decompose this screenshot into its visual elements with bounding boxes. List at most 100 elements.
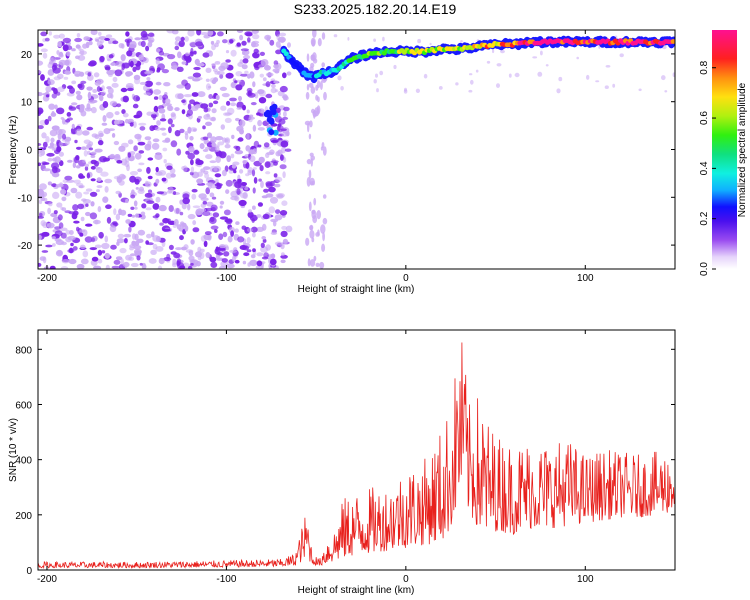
- noise-speckle-dot: [241, 40, 247, 46]
- noise-speckle-dot: [39, 212, 43, 217]
- noise-speckle-dot: [57, 73, 64, 80]
- noise-speckle-dot: [146, 233, 152, 239]
- noise-speckle-dot: [205, 187, 210, 195]
- noise-speckle-dot: [58, 129, 66, 135]
- noise-speckle-dot: [121, 142, 129, 148]
- noise-speckle-dot: [47, 115, 52, 122]
- noise-speckle-dot: [187, 213, 196, 220]
- noise-speckle-dot: [241, 64, 248, 70]
- noise-speckle-dot: [139, 126, 146, 131]
- noise-speckle-dot: [60, 117, 64, 120]
- noise-speckle-dot: [252, 34, 260, 40]
- noise-speckle-dot: [45, 244, 53, 248]
- noise-speckle-dot: [247, 228, 253, 233]
- noise-speckle-dot: [110, 62, 116, 66]
- noise-speckle-dot: [38, 125, 44, 130]
- noise-speckle-dot: [312, 30, 317, 38]
- noise-speckle-dot: [195, 158, 201, 164]
- noise-speckle-dot: [273, 173, 278, 178]
- noise-speckle-dot: [115, 213, 121, 221]
- noise-speckle-dot: [273, 60, 279, 66]
- noise-speckle-dot: [184, 225, 189, 232]
- y-tick-label: 800: [15, 345, 32, 356]
- noise-speckle-dot: [254, 92, 259, 99]
- noise-speckle-dot: [309, 152, 314, 157]
- noise-speckle-dot: [245, 145, 251, 152]
- noise-speckle-dot: [165, 172, 173, 179]
- noise-speckle-dot: [42, 141, 48, 148]
- noise-speckle-dot: [134, 37, 141, 41]
- noise-speckle-dot: [52, 191, 60, 199]
- noise-speckle-dot: [38, 60, 44, 66]
- noise-speckle-dot: [123, 233, 132, 238]
- noise-speckle-dot: [279, 85, 288, 93]
- noise-speckle-dot: [134, 206, 138, 210]
- noise-speckle-dot: [190, 166, 195, 173]
- noise-speckle-dot: [252, 124, 257, 132]
- noise-speckle-dot: [272, 68, 280, 73]
- noise-speckle-dot: [214, 61, 221, 65]
- noise-speckle-dot: [130, 206, 135, 210]
- noise-speckle-dot: [175, 247, 183, 251]
- noise-speckle-dot: [122, 95, 129, 103]
- noise-speckle-dot: [76, 263, 85, 269]
- ridge-core: [298, 66, 304, 72]
- noise-speckle-dot: [264, 34, 272, 41]
- noise-speckle-dot: [313, 197, 317, 206]
- noise-speckle-dot: [168, 205, 174, 212]
- noise-speckle-dot: [208, 50, 213, 57]
- noise-speckle-dot: [120, 209, 127, 216]
- noise-speckle-dot: [282, 238, 288, 244]
- noise-speckle-dot: [87, 99, 96, 104]
- noise-speckle-dot: [39, 256, 46, 261]
- noise-speckle-dot: [96, 185, 103, 189]
- noise-speckle-dot: [252, 187, 256, 194]
- noise-speckle-dot: [173, 207, 181, 215]
- y-tick-label: 10: [21, 98, 33, 109]
- noise-speckle-dot: [275, 49, 282, 55]
- noise-speckle-dot: [252, 167, 257, 170]
- noise-speckle-dot: [540, 50, 543, 56]
- noise-speckle-dot: [99, 55, 105, 63]
- noise-speckle-dot: [226, 155, 231, 163]
- noise-speckle-dot: [38, 215, 44, 219]
- noise-speckle-dot: [192, 227, 200, 233]
- noise-speckle-dot: [455, 82, 459, 86]
- noise-speckle-dot: [155, 81, 162, 86]
- noise-speckle-dot: [322, 217, 328, 225]
- x-tick-label: 0: [403, 574, 409, 585]
- noise-speckle-dot: [282, 116, 289, 120]
- noise-speckle-dot: [125, 219, 131, 224]
- noise-speckle-dot: [176, 66, 184, 73]
- noise-speckle-dot: [147, 157, 154, 161]
- noise-speckle-dot: [83, 36, 90, 41]
- blob-mark: [272, 129, 279, 136]
- noise-speckle-dot: [314, 107, 320, 117]
- noise-speckle-dot: [393, 64, 397, 70]
- noise-speckle-dot: [134, 250, 142, 258]
- noise-speckle-dot: [102, 115, 107, 122]
- noise-speckle-dot: [58, 141, 63, 148]
- noise-speckle-dot: [280, 154, 284, 162]
- noise-speckle-dot: [312, 215, 318, 224]
- noise-speckle-dot: [69, 87, 75, 94]
- noise-speckle-dot: [277, 123, 282, 127]
- noise-speckle-dot: [136, 110, 143, 118]
- noise-speckle-dot: [91, 106, 97, 114]
- noise-speckle-dot: [262, 77, 267, 82]
- noise-speckle-dot: [164, 98, 171, 105]
- snr-frame: [37, 329, 676, 571]
- y-tick-label: 0: [26, 566, 32, 577]
- noise-speckle-dot: [157, 63, 166, 71]
- noise-speckle-dot: [39, 183, 47, 191]
- noise-speckle-dot: [309, 120, 313, 128]
- noise-speckle-dot: [163, 159, 167, 164]
- noise-speckle-dot: [96, 40, 103, 47]
- x-tick-label: -100: [216, 273, 236, 284]
- colorbar-ticks: 0.0 0.2 0.4 0.6 0.8: [699, 60, 716, 276]
- noise-speckle-dot: [167, 220, 176, 225]
- noise-speckle-dot: [82, 250, 89, 258]
- noise-speckle-dot: [155, 48, 161, 53]
- noise-speckle-dot: [116, 176, 123, 183]
- noise-speckle-dot: [137, 141, 146, 146]
